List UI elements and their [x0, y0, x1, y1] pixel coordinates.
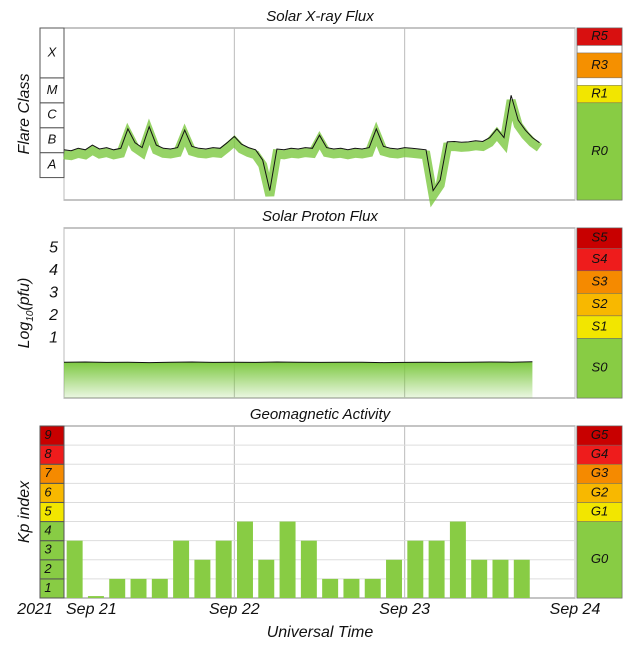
kp-bar	[194, 559, 211, 598]
y-axis-label-part: 10	[25, 310, 36, 322]
class-box	[39, 127, 65, 154]
class-label: A	[47, 157, 57, 172]
scale-label: S4	[592, 251, 608, 266]
scale-label: G5	[591, 427, 609, 442]
class-box	[39, 27, 65, 79]
year-label: 2021	[16, 601, 53, 618]
scale-label: G2	[591, 484, 609, 499]
series-band	[63, 99, 543, 208]
chart-title: Solar Proton Flux	[262, 208, 378, 225]
scale-label: S1	[592, 319, 608, 334]
kp-level-label: 7	[44, 465, 52, 480]
y-tick-label: 5	[49, 239, 58, 256]
x-tick-label: Sep 23	[379, 601, 430, 618]
scale-block	[576, 27, 623, 46]
scale-label: S5	[592, 230, 609, 245]
scale-label: R5	[591, 28, 608, 43]
kp-bar	[300, 540, 317, 598]
y-axis-label: Log10(pfu)	[16, 278, 36, 349]
y-tick-label: 3	[49, 285, 58, 302]
series-line	[63, 95, 540, 192]
kp-bar	[364, 578, 381, 598]
kp-bar	[428, 540, 445, 598]
class-label: X	[47, 44, 58, 59]
scale-block	[576, 338, 623, 399]
kp-bar	[258, 559, 275, 598]
x-axis-label: Universal Time	[267, 624, 374, 641]
scale-label: G3	[591, 465, 609, 480]
class-label: M	[47, 82, 58, 97]
kp-bar	[173, 540, 190, 598]
kp-level-label: 6	[44, 484, 52, 499]
kp-bar	[471, 559, 488, 598]
kp-bar	[386, 559, 403, 598]
kp-level-label: 1	[44, 580, 51, 595]
kp-bar	[492, 559, 509, 598]
scale-label: R3	[591, 57, 608, 72]
class-box	[39, 152, 65, 179]
class-label: B	[48, 132, 57, 147]
kp-bar	[513, 559, 530, 598]
chart-title: Geomagnetic Activity	[250, 406, 392, 423]
series-line	[63, 361, 533, 364]
scale-label: G4	[591, 446, 608, 461]
plot-area	[63, 425, 576, 599]
y-axis-label-part: Log	[16, 322, 33, 349]
scale-label: R1	[591, 86, 608, 101]
scale-label: S2	[592, 296, 609, 311]
class-label: C	[47, 107, 57, 122]
kp-bar	[66, 540, 83, 598]
y-tick-label: 1	[49, 330, 58, 347]
scale-label: R0	[591, 143, 608, 158]
y-tick-label: 2	[48, 307, 58, 324]
scale-label: S0	[592, 360, 609, 375]
kp-level-label: 9	[44, 427, 51, 442]
x-tick-label: Sep 24	[550, 601, 601, 618]
kp-bar	[215, 540, 232, 598]
kp-level-label: 5	[44, 503, 52, 518]
plot-area	[63, 27, 576, 201]
scale-label: G0	[591, 551, 609, 566]
scale-label: G1	[591, 503, 608, 518]
scale-block	[576, 52, 623, 79]
scale-block	[576, 227, 623, 249]
x-tick-label: Sep 22	[209, 601, 260, 618]
y-axis-label: Kp index	[16, 480, 33, 543]
series-area	[64, 361, 533, 398]
scale-block	[576, 85, 623, 104]
kp-bar	[87, 596, 104, 598]
kp-bar	[130, 578, 147, 598]
kp-level-label: 3	[44, 542, 52, 557]
kp-level-label: 8	[44, 446, 52, 461]
kp-bar	[322, 578, 339, 598]
kp-bar	[449, 521, 466, 598]
chart-title: Solar X-ray Flux	[266, 8, 374, 25]
kp-level-label: 4	[44, 523, 51, 538]
kp-bar	[279, 521, 296, 598]
kp-bar	[109, 578, 126, 598]
y-axis-label: Flare Class	[16, 74, 33, 155]
scale-label: S3	[592, 273, 609, 288]
y-tick-label: 4	[49, 262, 58, 279]
kp-bar	[151, 578, 168, 598]
kp-bar	[407, 540, 424, 598]
scale-block	[576, 521, 623, 599]
x-tick-label: Sep 21	[66, 601, 117, 618]
kp-bar	[343, 578, 360, 598]
kp-level-label: 2	[43, 561, 52, 576]
y-axis-label-part: (pfu)	[16, 278, 33, 311]
kp-level-box	[39, 425, 65, 446]
scale-block	[576, 425, 623, 446]
scale-block	[576, 102, 623, 201]
class-box	[39, 77, 65, 104]
kp-bar	[236, 521, 253, 598]
